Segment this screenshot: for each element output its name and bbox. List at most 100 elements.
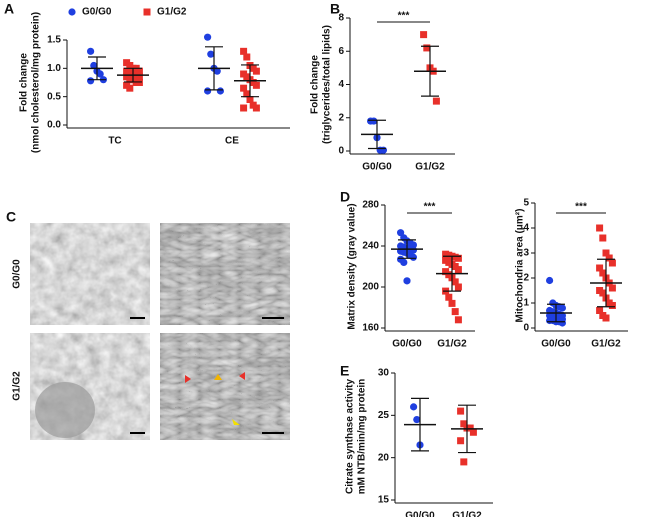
point	[409, 253, 417, 261]
point	[252, 81, 260, 89]
point	[457, 437, 465, 445]
y-tick-label: 2	[523, 273, 529, 284]
point	[599, 234, 607, 242]
micrograph	[29, 222, 151, 326]
point	[96, 70, 104, 78]
x-tick-label: G0/G0	[541, 339, 571, 350]
point	[243, 90, 251, 98]
point	[240, 104, 248, 112]
point	[410, 403, 418, 411]
x-tick-label: TC	[108, 136, 121, 147]
panel-letter: A	[4, 1, 14, 17]
point	[596, 264, 604, 272]
point	[143, 8, 151, 16]
y-tick-label: 5	[523, 198, 529, 209]
row-label: G0/G0	[12, 259, 23, 289]
y-axis-label: (nmol cholesterol/mg protein)	[31, 12, 42, 153]
significance-label: ***	[575, 202, 587, 213]
point	[423, 44, 431, 52]
point	[397, 229, 405, 237]
y-tick-label: 30	[378, 368, 390, 379]
nucleus	[35, 382, 95, 438]
row-label: G1/G2	[12, 371, 23, 401]
point	[207, 50, 215, 58]
panel-letter: E	[340, 363, 349, 379]
point	[252, 104, 260, 112]
point	[457, 407, 465, 415]
y-axis-label: Citrate synthase activity	[345, 379, 356, 494]
y-tick-label: 0.0	[47, 120, 61, 131]
significance-label: ***	[398, 11, 410, 22]
point	[608, 259, 616, 267]
point	[240, 84, 248, 92]
y-tick-label: 0.5	[47, 91, 61, 102]
point	[243, 53, 251, 61]
panel-letter: B	[330, 1, 340, 17]
point	[451, 308, 459, 316]
point	[204, 87, 212, 95]
y-axis-label: Fold change	[19, 53, 30, 112]
y-tick-label: 0	[523, 323, 529, 334]
point	[608, 302, 616, 309]
point	[246, 96, 254, 103]
y-tick-label: 3	[523, 248, 529, 259]
point	[596, 307, 604, 314]
point	[370, 117, 378, 125]
point	[87, 77, 95, 85]
point	[454, 283, 462, 291]
point	[546, 276, 554, 285]
panel-letter: D	[340, 189, 350, 205]
point	[596, 224, 604, 232]
y-tick-label: 4	[338, 79, 344, 90]
arrowhead	[214, 374, 222, 380]
x-tick-label: G1/G2	[452, 511, 482, 517]
x-tick-label: G0/G0	[392, 339, 422, 350]
y-tick-label: 6	[338, 46, 344, 57]
arrow	[232, 419, 240, 425]
point	[460, 420, 468, 428]
point	[599, 269, 607, 277]
y-tick-label: 2	[338, 112, 344, 123]
point	[90, 61, 98, 70]
y-tick-label: 8	[338, 13, 344, 24]
point	[68, 8, 76, 16]
point	[420, 31, 428, 39]
y-tick-label: 4	[523, 223, 529, 234]
point	[135, 73, 143, 81]
y-tick-label: 20	[378, 452, 390, 463]
y-tick-label: 1.5	[47, 35, 61, 46]
point	[558, 304, 567, 312]
x-tick-label: G1/G2	[415, 162, 445, 173]
point	[252, 67, 260, 75]
y-tick-label: 1	[523, 298, 529, 309]
y-axis-label: Mitochondria area (μm²)	[515, 209, 526, 323]
point	[413, 415, 421, 424]
legend-label: G0/G0	[82, 7, 112, 18]
panel-letter: C	[6, 209, 16, 225]
y-tick-label: 280	[362, 200, 379, 211]
point	[400, 258, 408, 266]
y-axis-label: Matrix density (gray value)	[347, 203, 358, 329]
point	[558, 319, 567, 327]
legend-label: G1/G2	[157, 7, 187, 18]
micrograph	[159, 222, 291, 326]
x-tick-label: G1/G2	[591, 339, 621, 350]
y-tick-label: 240	[362, 241, 379, 252]
point	[451, 278, 459, 286]
y-axis-label: mM NTB/min/mg protein	[357, 379, 368, 495]
micrographs: C G0/G0 G1/G2	[6, 209, 291, 441]
point	[605, 254, 613, 262]
point	[460, 458, 468, 466]
y-tick-label: 0	[338, 146, 344, 157]
point	[469, 428, 477, 436]
micrograph	[159, 332, 291, 441]
x-tick-label: CE	[225, 136, 239, 147]
point	[454, 266, 462, 274]
point	[602, 314, 610, 322]
y-tick-label: 160	[362, 323, 379, 334]
point	[454, 316, 462, 324]
point	[240, 47, 248, 55]
y-tick-label: 1.0	[47, 63, 61, 74]
y-axis-label: Fold change	[310, 55, 321, 114]
point	[448, 299, 456, 307]
